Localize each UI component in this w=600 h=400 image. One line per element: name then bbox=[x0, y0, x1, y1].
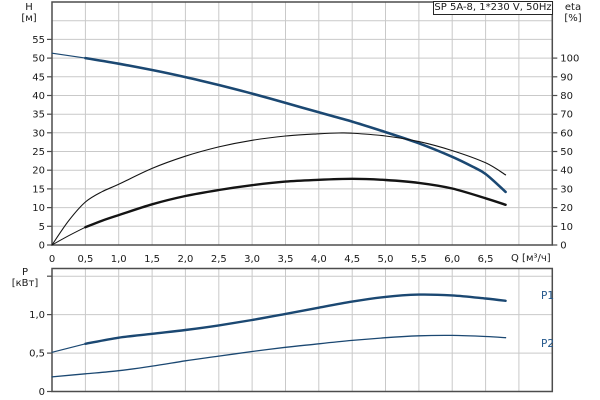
x-axis-tick-label: 4,5 bbox=[344, 254, 360, 265]
right-axis-tick-label: 40 bbox=[560, 166, 573, 177]
h-axis-title-unit: [м] bbox=[21, 13, 37, 24]
right-axis-tick-label: 90 bbox=[560, 72, 573, 83]
left-axis-tick-label: 0 bbox=[39, 387, 45, 398]
p1-curve-label: P1 bbox=[541, 290, 555, 302]
right-axis-tick-label: 100 bbox=[560, 54, 579, 65]
chart-frame bbox=[51, 267, 554, 393]
chart-title-box: SP 5A-8, 1*230 V, 50Hz bbox=[433, 1, 553, 15]
curve-P1 bbox=[84, 293, 507, 345]
x-axis-tick-label: 3,5 bbox=[278, 254, 294, 265]
x-axis-tick-label: 2,0 bbox=[177, 254, 193, 265]
right-axis-tick-label: 30 bbox=[560, 184, 573, 195]
x-axis-tick-label: 1,5 bbox=[144, 254, 160, 265]
q-axis-title: Q [м³/ч] bbox=[511, 253, 551, 264]
left-axis-tick-label: 55 bbox=[32, 35, 45, 46]
right-axis-tick-label: 60 bbox=[560, 128, 573, 139]
left-axis-tick-label: 10 bbox=[32, 203, 45, 214]
right-axis-tick-label: 70 bbox=[560, 110, 573, 121]
left-axis-tick-label: 20 bbox=[32, 166, 45, 177]
x-axis-tick-label: 5,5 bbox=[411, 254, 427, 265]
x-axis-tick-label: 2,5 bbox=[211, 254, 227, 265]
eta-axis-title-unit: [%] bbox=[564, 13, 582, 24]
right-axis-tick-label: 0 bbox=[560, 241, 566, 252]
h-axis-title-letter: H bbox=[25, 2, 33, 13]
right-axis-tick-label: 80 bbox=[560, 91, 573, 102]
left-axis-tick-label: 15 bbox=[32, 184, 45, 195]
x-axis-tick-label: 3,0 bbox=[244, 254, 260, 265]
left-axis-tick-label: 35 bbox=[32, 110, 45, 121]
curve-H-thin-start bbox=[51, 52, 86, 59]
left-axis-tick-label: 40 bbox=[32, 91, 45, 102]
eta-axis-title-letter: eta bbox=[564, 2, 582, 13]
qh-eta-chart: 0 5 10 15 20 25 30 35 40 45 50 55 0 10 20 30 40 50 60 70 80 9… bbox=[32, 1, 579, 265]
x-axis-tick-label: 4,0 bbox=[311, 254, 327, 265]
x-axis-tick-label: 6,5 bbox=[478, 254, 494, 265]
eta-axis-title: eta [%] bbox=[558, 2, 588, 24]
p-axis-title-unit: [кВт] bbox=[11, 278, 39, 289]
x-axis-tick-label: 0 bbox=[49, 254, 55, 265]
curve-eta-pump bbox=[51, 132, 507, 246]
chart-frame bbox=[51, 1, 554, 246]
right-axis-tick-label: 50 bbox=[560, 147, 573, 158]
left-axis-tick-label: 25 bbox=[32, 147, 45, 158]
h-axis-title: H [м] bbox=[16, 2, 42, 24]
p-axis-title: P [кВт] bbox=[8, 267, 42, 289]
x-axis-tick-label: 5,0 bbox=[378, 254, 394, 265]
left-axis-tick-label: 5 bbox=[39, 222, 45, 233]
curve-P1-thin-start bbox=[51, 343, 86, 353]
chart-title: SP 5A-8, 1*230 V, 50Hz bbox=[434, 2, 552, 13]
x-axis-tick-label: 0,5 bbox=[77, 254, 93, 265]
left-axis-tick-label: 45 bbox=[32, 72, 45, 83]
x-axis-tick-label: 6,0 bbox=[444, 254, 460, 265]
p-axis-title-letter: P bbox=[21, 267, 29, 278]
x-axis-tick-label: 1,0 bbox=[111, 254, 127, 265]
left-axis-tick-label: 50 bbox=[32, 54, 45, 65]
left-axis-tick-label: 1,0 bbox=[29, 310, 45, 321]
left-axis-tick-label: 0,5 bbox=[29, 349, 45, 360]
left-axis-tick-label: 0 bbox=[39, 241, 45, 252]
curve-eta-total-thin-start bbox=[51, 226, 86, 246]
power-chart: 0 0,5 1,0 bbox=[29, 267, 554, 398]
curve-eta-total bbox=[84, 177, 507, 229]
right-axis-tick-label: 20 bbox=[560, 203, 573, 214]
right-axis-tick-label: 10 bbox=[560, 222, 573, 233]
curve-H bbox=[84, 56, 507, 194]
p2-curve-label: P2 bbox=[541, 338, 555, 350]
left-axis-tick-label: 30 bbox=[32, 128, 45, 139]
curve-P2 bbox=[51, 334, 507, 378]
